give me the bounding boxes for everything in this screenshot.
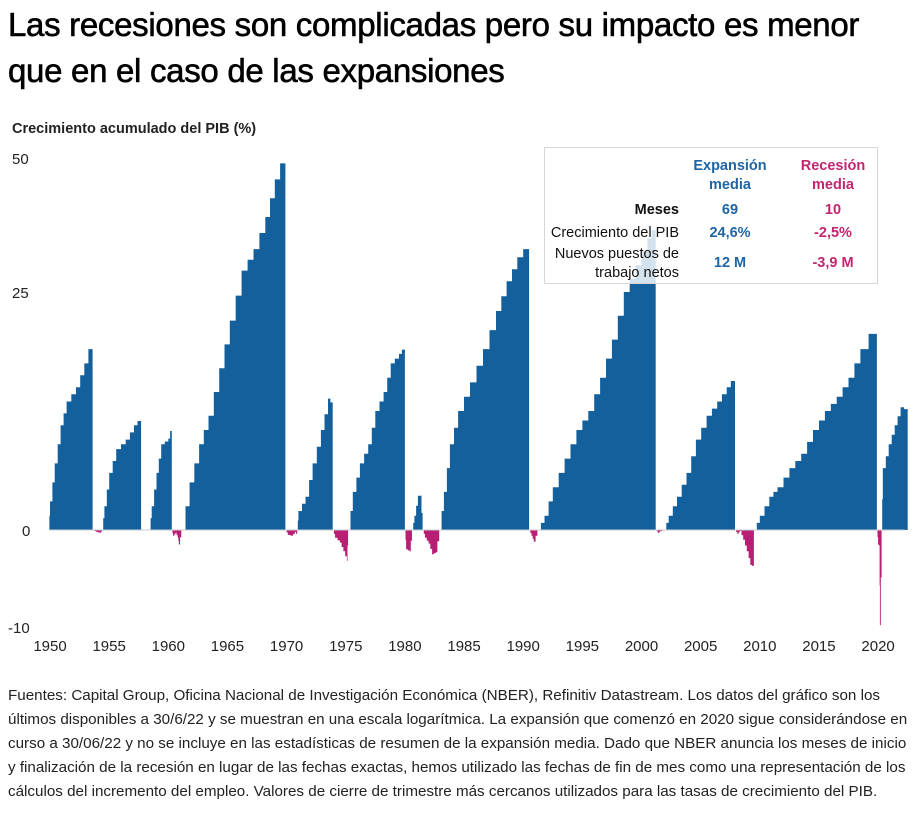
expansion-area-1958.4 — [149, 423, 172, 530]
expansion-area-1975.2 — [348, 345, 405, 530]
expansion-area-2009.5 — [753, 318, 877, 530]
y-axis-label: Crecimiento acumulado del PIB (%) — [12, 121, 257, 137]
x-tick-label: 2010 — [743, 638, 776, 655]
x-tick-label: 1950 — [33, 638, 66, 655]
legend-row-label: Nuevos puestos de trabajo netos — [554, 246, 679, 281]
y-tick-label: 50 — [12, 151, 29, 168]
x-tick-label: 1980 — [388, 638, 421, 655]
legend-value-recession: -2,5% — [814, 225, 852, 241]
recession-area-1990.5 — [529, 530, 538, 542]
y-tick-labels: 50 25 0 -10 — [8, 151, 30, 637]
legend-row-label: Crecimiento del PIB — [550, 225, 679, 241]
x-tick-label: 1965 — [211, 638, 244, 655]
legend-value-expansion: 24,6% — [709, 225, 751, 241]
x-tick-label: 1960 — [152, 638, 185, 655]
x-tick-label: 1970 — [270, 638, 303, 655]
y-tick-label: 25 — [12, 285, 29, 302]
recession-area-1981.5 — [422, 530, 440, 555]
expansion-area-2001.9 — [664, 374, 735, 530]
legend-value-recession: 10 — [824, 202, 842, 218]
legend-value-expansion: 69 — [721, 202, 739, 218]
legend-value-recession: -3,9 M — [812, 255, 854, 271]
x-tick-label: 1955 — [92, 638, 125, 655]
expansion-area-1961.1 — [181, 147, 286, 531]
recession-area-2019.9 — [876, 530, 882, 626]
expansion-area-1982.9 — [439, 241, 530, 530]
x-tick-label: 1975 — [329, 638, 362, 655]
x-tick-label: 1990 — [507, 638, 540, 655]
x-tick-label: 2005 — [684, 638, 717, 655]
legend-header-recession: Recesión media — [800, 158, 866, 193]
chart-title: Las recesiones son complicadas pero su i… — [8, 6, 860, 90]
expansion-area-1991.2 — [537, 222, 656, 531]
x-tick-label: 2000 — [625, 638, 658, 655]
area-layer — [48, 147, 908, 626]
y-tick-label: -10 — [8, 620, 30, 637]
recession-area-1953.6 — [92, 530, 103, 533]
recession-area-1980 — [404, 530, 412, 552]
recession-area-2001.2 — [655, 530, 664, 533]
expansion-area-1954.4 — [102, 416, 142, 530]
x-tick-label: 2020 — [861, 638, 894, 655]
recession-area-1969.9 — [285, 530, 298, 536]
y-tick-label: 0 — [22, 523, 30, 540]
legend-value-expansion: 12 M — [713, 255, 747, 271]
expansion-area-2020.3 — [881, 407, 908, 530]
recession-area-1960.3 — [171, 530, 182, 545]
gdp-chart: 50 25 0 -10 1950 1955 1960 1965 1970 1975 1980 198… — [8, 147, 908, 655]
legend-row-label: Meses — [634, 202, 679, 218]
legend-header-expansion: Expansión media — [693, 158, 767, 193]
footnote-sources: Fuentes: Capital Group, Oficina Nacional… — [8, 687, 908, 800]
summary-legend: Expansión media Recesión media Meses 69 … — [544, 147, 878, 284]
x-tick-label: 2015 — [802, 638, 835, 655]
x-tick-label: 1995 — [566, 638, 599, 655]
x-tick-labels: 1950 1955 1960 1965 1970 1975 1980 1985 1990 1995… — [33, 638, 894, 655]
recession-area-1973.9 — [332, 530, 349, 561]
expansion-area-1980.6 — [412, 495, 423, 530]
expansion-area-1970.9 — [297, 398, 333, 530]
recession-area-2007.9 — [735, 530, 754, 567]
x-tick-label: 1985 — [447, 638, 480, 655]
expansion-area-1949.9 — [48, 334, 93, 530]
